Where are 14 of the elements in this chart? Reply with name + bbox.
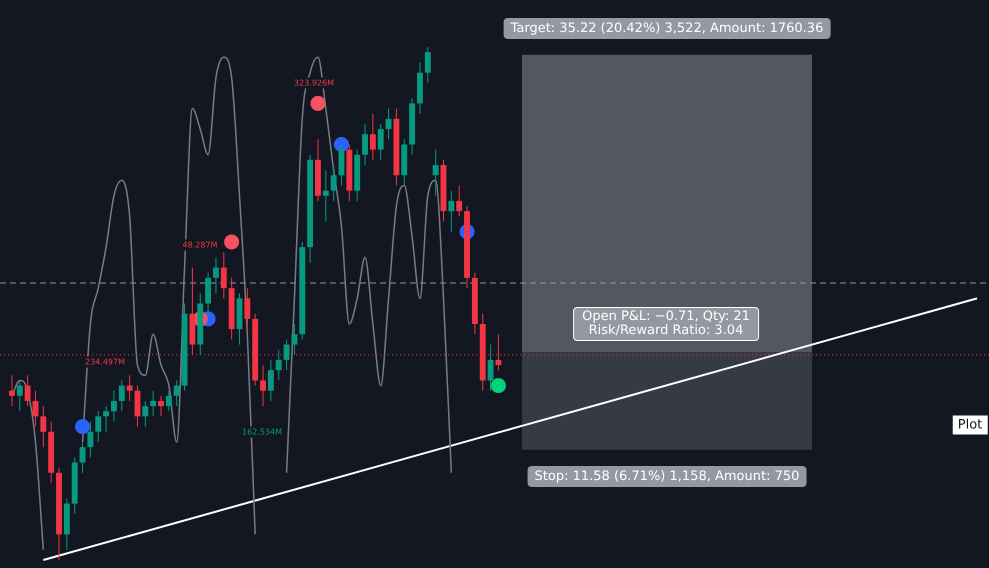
point <box>224 234 240 250</box>
band-label: Target: 35.22 (20.42%) 3,522, Amount: 1760.36 <box>504 18 830 39</box>
candlestick <box>8 374 15 407</box>
annotation: 48.287M <box>180 240 220 250</box>
band-label: Stop: 11.58 (6.71%) 1,158, Amount: 750 <box>528 466 806 487</box>
annotation: 323.926M <box>292 78 336 88</box>
annotation: Plot <box>952 416 988 434</box>
annotation: Open P&L: −0.71, Qty: 21 Risk/Reward Ratio: 3.04 <box>573 307 759 341</box>
annotation: 162.534M <box>240 426 284 438</box>
candlestick <box>103 406 110 432</box>
annotation: 234.497M <box>83 356 127 368</box>
point <box>75 419 90 434</box>
point <box>490 378 506 394</box>
point <box>310 96 326 111</box>
